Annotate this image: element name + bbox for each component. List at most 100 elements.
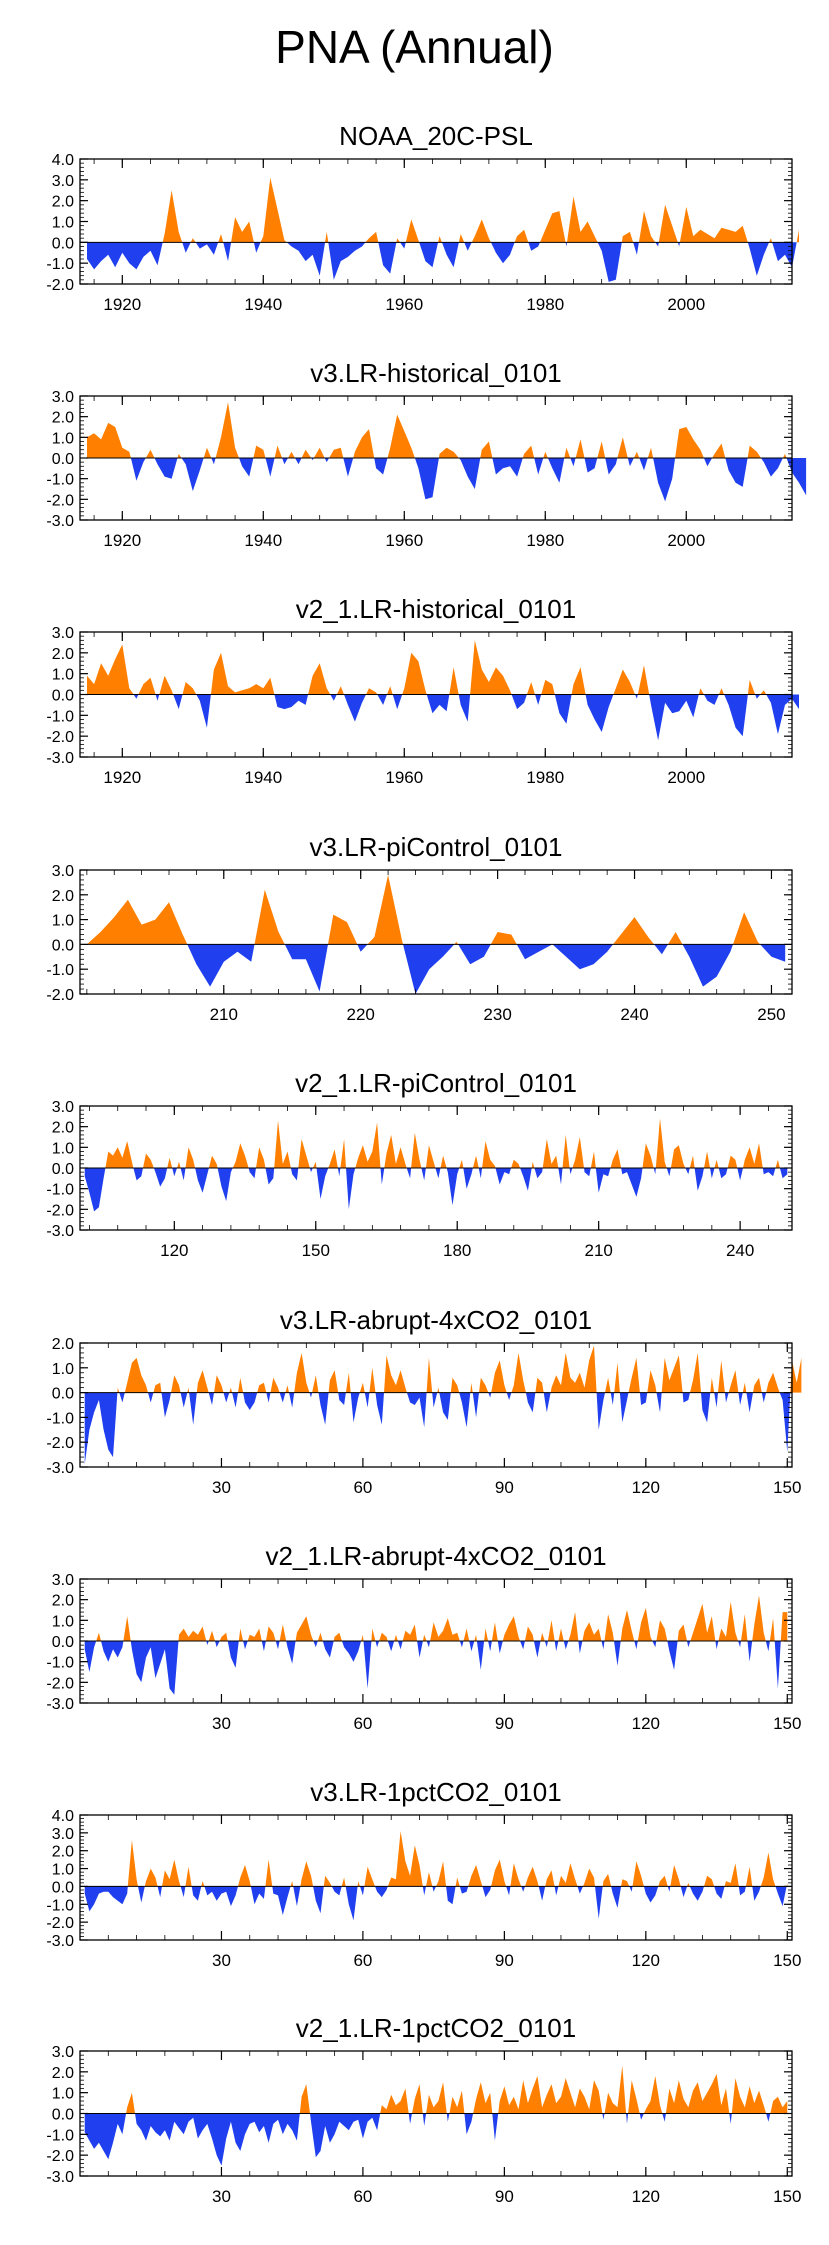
negative-area xyxy=(595,1886,603,1919)
negative-area xyxy=(729,2113,732,2124)
positive-area xyxy=(86,899,188,945)
negative-area xyxy=(180,1168,186,1181)
positive-area xyxy=(185,1866,192,1887)
x-tick-label: 120 xyxy=(632,1951,660,1970)
chart-panel-5: v2_1.LR-piControl_0101 3.0 2.0 1.0 0.0 -1.0 -2… xyxy=(46,1068,793,1260)
negative-area xyxy=(239,458,254,477)
negative-area xyxy=(521,1886,525,1892)
negative-area xyxy=(653,458,676,502)
positive-area xyxy=(775,1159,780,1168)
negative-area xyxy=(421,1168,426,1181)
negative-area xyxy=(173,694,183,710)
positive-area xyxy=(426,1357,433,1393)
positive-area xyxy=(733,912,761,945)
negative-area xyxy=(154,458,178,479)
chart-title: v2_1.LR-1pctCO2_0101 xyxy=(296,2013,576,2043)
positive-area xyxy=(449,667,459,695)
positive-area xyxy=(402,652,427,695)
x-tick-label: 2000 xyxy=(667,295,705,314)
negative-area xyxy=(779,1392,791,1453)
positive-area xyxy=(511,1159,521,1168)
negative-area xyxy=(694,1168,704,1191)
negative-area xyxy=(654,944,668,955)
y-tick-label: 1.0 xyxy=(52,1862,74,1879)
negative-area xyxy=(266,1392,271,1403)
positive-area xyxy=(219,1632,228,1641)
negative-area xyxy=(578,1641,583,1654)
negative-area xyxy=(211,458,216,465)
x-tick-label: 210 xyxy=(210,1005,238,1024)
negative-area xyxy=(84,1168,106,1212)
positive-area xyxy=(260,177,287,243)
positive-area xyxy=(473,2082,493,2114)
y-tick-label: 1.0 xyxy=(52,430,74,447)
positive-area xyxy=(590,1151,596,1168)
chart-panel-1: NOAA_20C-PSL 4.0 3.0 2.0 1.0 0.0 -1.0 -2.0 1920 1… xyxy=(46,121,799,314)
positive-area xyxy=(138,677,156,695)
negative-area xyxy=(84,1886,128,1912)
y-tick-label: 0.0 xyxy=(52,937,74,954)
y-tick-label: -1.0 xyxy=(46,708,74,725)
positive-area xyxy=(312,1161,317,1168)
positive-area xyxy=(760,1852,776,1887)
y-tick-label: 3.0 xyxy=(52,625,74,642)
chart-title: NOAA_20C-PSL xyxy=(339,121,533,151)
negative-area xyxy=(577,1886,583,1894)
x-tick-label: 120 xyxy=(632,2187,660,2206)
positive-area xyxy=(96,1632,101,1641)
negative-area xyxy=(492,2113,499,2141)
positive-area xyxy=(162,190,183,243)
y-tick-label: -3.0 xyxy=(46,2169,74,2186)
x-tick-label: 60 xyxy=(353,2187,372,2206)
y-tick-label: 2.0 xyxy=(52,1844,74,1861)
positive-area xyxy=(405,219,420,243)
negative-area xyxy=(492,458,523,477)
negative-area xyxy=(714,1886,725,1899)
negative-area xyxy=(253,242,261,253)
negative-area xyxy=(309,1392,313,1398)
y-tick-label: -2.0 xyxy=(46,2148,74,2165)
negative-area xyxy=(87,242,163,270)
positive-area xyxy=(323,1875,332,1887)
negative-area xyxy=(419,242,439,268)
negative-area xyxy=(738,1392,743,1405)
positive-area xyxy=(558,1628,564,1641)
positive-area xyxy=(218,234,224,243)
y-tick-label: -3.0 xyxy=(46,513,74,530)
negative-area xyxy=(206,1641,209,1646)
x-tick-label: 1940 xyxy=(244,531,282,550)
positive-area xyxy=(470,640,512,695)
negative-area xyxy=(497,1641,503,1654)
y-tick-label: -2.0 xyxy=(46,1202,74,1219)
negative-area xyxy=(602,2113,605,2120)
positive-area xyxy=(617,437,628,458)
positive-area xyxy=(87,422,131,458)
positive-area xyxy=(295,1616,314,1641)
positive-area xyxy=(479,1377,489,1393)
x-tick-label: 1980 xyxy=(526,295,564,314)
positive-area xyxy=(656,1620,668,1641)
positive-area xyxy=(670,1865,681,1887)
positive-area xyxy=(105,1141,134,1168)
positive-area xyxy=(543,451,548,458)
negative-area xyxy=(215,1641,220,1648)
negative-area xyxy=(223,242,232,262)
positive-area xyxy=(510,1863,522,1887)
x-tick-label: 250 xyxy=(757,1005,785,1024)
positive-area xyxy=(353,429,375,458)
negative-area xyxy=(101,1641,124,1662)
negative-area xyxy=(265,1168,275,1185)
negative-area xyxy=(248,1168,256,1179)
x-tick-label: 1920 xyxy=(103,531,141,550)
positive-area xyxy=(185,1147,196,1168)
y-tick-label: 1.0 xyxy=(52,1361,74,1378)
negative-area xyxy=(426,694,450,714)
positive-area xyxy=(430,1618,460,1641)
negative-area xyxy=(701,1392,711,1423)
negative-area xyxy=(309,1168,313,1173)
y-tick-label: 4.0 xyxy=(52,1808,74,1825)
negative-area xyxy=(286,242,326,276)
x-tick-label: 1940 xyxy=(244,295,282,314)
negative-area xyxy=(392,694,403,710)
negative-area xyxy=(710,1168,715,1179)
